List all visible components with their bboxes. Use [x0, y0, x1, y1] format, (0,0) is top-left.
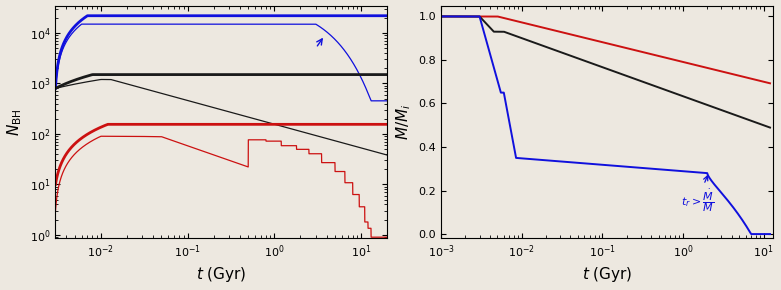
- Y-axis label: $N_{\rm BH}$: $N_{\rm BH}$: [5, 108, 24, 136]
- Y-axis label: $M/M_i$: $M/M_i$: [394, 104, 413, 140]
- X-axis label: $t$ (Gyr): $t$ (Gyr): [582, 265, 632, 284]
- X-axis label: $t$ (Gyr): $t$ (Gyr): [196, 265, 247, 284]
- Text: $t_r>\dfrac{\dot{M}}{M}$: $t_r>\dfrac{\dot{M}}{M}$: [680, 176, 714, 214]
